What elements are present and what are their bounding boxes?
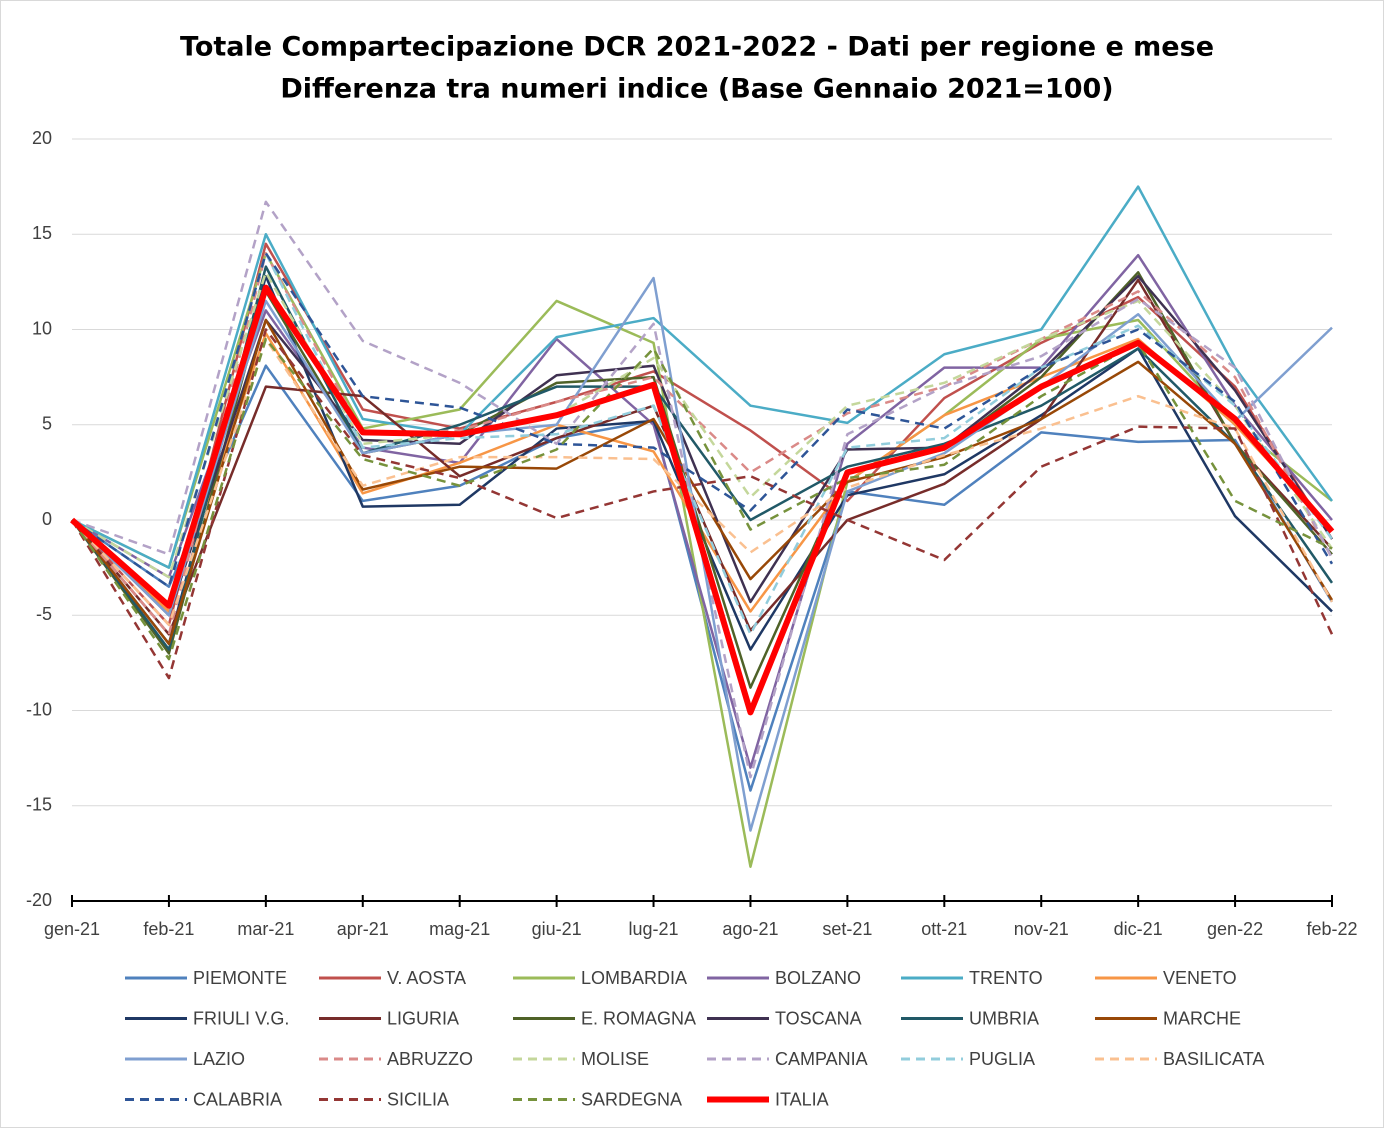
legend-label: BOLZANO (775, 968, 861, 988)
legend-label: LAZIO (193, 1049, 245, 1069)
chart-title: Totale Compartecipazione DCR 2021-2022 -… (180, 32, 1214, 63)
legend-label: UMBRIA (969, 1008, 1039, 1028)
y-tick-label: -20 (26, 890, 52, 910)
x-tick-label: gen-21 (44, 919, 100, 939)
series-line (70, 265, 1334, 651)
legend-label: SARDEGNA (581, 1089, 682, 1109)
x-tick-label: ott-21 (921, 919, 967, 939)
y-tick-label: 10 (32, 318, 52, 338)
x-tick-label: set-21 (822, 919, 872, 939)
y-tick-label: 15 (32, 223, 52, 243)
legend-label: VENETO (1163, 968, 1237, 988)
series-line (70, 271, 1333, 689)
legend-label: TOSCANA (775, 1008, 862, 1028)
series-line (71, 185, 1334, 569)
x-tick-label: ago-21 (722, 919, 778, 939)
x-tick-label: mar-21 (237, 919, 294, 939)
legend-label: FRIULI V.G. (193, 1008, 289, 1028)
legend-label: MARCHE (1163, 1008, 1241, 1028)
x-tick-label: dic-21 (1114, 919, 1163, 939)
series-line (70, 284, 1335, 716)
legend-label: MOLISE (581, 1049, 649, 1069)
legend-label: LIGURIA (387, 1008, 459, 1028)
chart-subtitle: Differenza tra numeri indice (Base Genna… (280, 74, 1113, 105)
y-tick-label: -10 (26, 699, 52, 719)
x-tick-label: mag-21 (429, 919, 490, 939)
x-tick-label: apr-21 (337, 919, 389, 939)
series-line (70, 328, 1334, 680)
x-tick-label: gen-22 (1207, 919, 1263, 939)
series-line (71, 252, 1334, 588)
x-tick-label: feb-22 (1306, 919, 1357, 939)
legend-label: PIEMONTE (193, 968, 287, 988)
series-line (71, 274, 1334, 617)
series-line (71, 200, 1334, 779)
series-line (71, 253, 1333, 769)
legend-label: CAMPANIA (775, 1049, 868, 1069)
y-tick-label: -15 (26, 795, 52, 815)
x-tick-label: nov-21 (1014, 919, 1069, 939)
y-tick-label: 20 (32, 128, 52, 148)
series-line (71, 318, 1334, 646)
x-tick-label: giu-21 (532, 919, 582, 939)
legend-label: SICILIA (387, 1089, 449, 1109)
legend-label: TRENTO (969, 968, 1043, 988)
series-line (71, 337, 1334, 627)
x-tick-label: feb-21 (143, 919, 194, 939)
legend-label: PUGLIA (969, 1049, 1035, 1069)
x-tick-label: lug-21 (629, 919, 679, 939)
legend-label: CALABRIA (193, 1089, 282, 1109)
y-tick-label: 5 (42, 414, 52, 434)
legend-label: LOMBARDIA (581, 968, 687, 988)
y-tick-label: 0 (42, 509, 52, 529)
series-line (71, 252, 1334, 636)
legend-label: ITALIA (775, 1089, 829, 1109)
y-tick-label: -5 (36, 604, 52, 624)
legend-label: BASILICATA (1163, 1049, 1264, 1069)
legend-label: ABRUZZO (387, 1049, 473, 1069)
legend-label: E. ROMAGNA (581, 1008, 696, 1028)
legend-label: V. AOSTA (387, 968, 466, 988)
